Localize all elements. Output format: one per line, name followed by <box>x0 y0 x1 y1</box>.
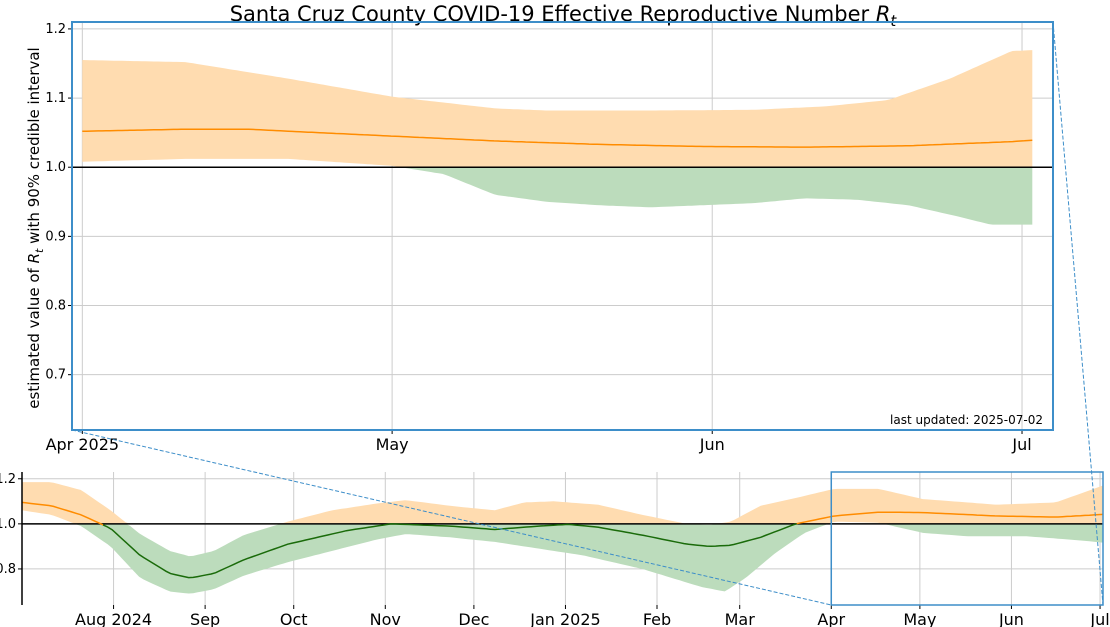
y-label-symbol: R <box>25 253 43 263</box>
main-y-axis-label: estimated value of Rt with 90% credible … <box>25 47 46 408</box>
last-updated-annotation: last updated: 2025-07-02 <box>890 413 1043 427</box>
median-line <box>82 128 1033 148</box>
x-tick-label: Jan 2025 <box>529 610 600 627</box>
y-tick-label: 1.0 <box>0 517 16 532</box>
credible-band-below-one <box>22 523 1103 594</box>
y-tick-label: 0.8 <box>0 562 16 577</box>
y-tick-label: 1.0 <box>45 160 66 175</box>
x-tick-label: May <box>903 610 936 627</box>
x-tick-label: Dec <box>458 610 489 627</box>
y-label-prefix: estimated value of <box>25 263 43 408</box>
zoom-window-rect <box>830 471 1104 606</box>
zoom-connector-right <box>1052 21 1104 606</box>
x-tick-label: Apr <box>817 610 845 627</box>
y-tick-label: 0.7 <box>45 368 66 383</box>
median-line <box>22 501 104 526</box>
median-line <box>796 511 1103 525</box>
chart-title: Santa Cruz County COVID-19 Effective Rep… <box>230 2 898 30</box>
main-plot-panel: 0.7 0.8 0.9 1.0 1.1 1.2 Apr 2025 May Jun Jul <box>45 21 1054 454</box>
x-tick-label: Sep <box>190 610 220 627</box>
zoom-connector-left <box>71 429 832 606</box>
credible-band-below-one <box>82 167 1033 225</box>
y-tick-label: 1.2 <box>45 22 66 37</box>
x-tick-label: Feb <box>643 610 671 627</box>
y-tick-label: 0.9 <box>45 229 66 244</box>
y-label-suffix: with 90% credible interval <box>25 47 43 248</box>
x-tick-label: May <box>376 435 409 454</box>
y-label-subscript: t <box>33 248 46 253</box>
median-line <box>102 522 797 579</box>
x-tick-label: Jul <box>1011 435 1031 454</box>
x-tick-label: Jun <box>699 435 725 454</box>
chart-title-symbol: R <box>876 2 891 26</box>
x-tick-label: Jul <box>1089 610 1109 627</box>
credible-band-above-one <box>22 482 1103 524</box>
credible-band-above-one <box>82 50 1033 168</box>
main-axes-frame <box>71 21 1054 431</box>
y-tick-label: 0.8 <box>45 299 66 314</box>
x-tick-label: Aug 2024 <box>75 610 152 627</box>
x-tick-label: Apr 2025 <box>46 435 119 454</box>
x-tick-label: Mar <box>725 610 756 627</box>
overview-plot-panel: 0.8 1.0 1.2 Aug 2024 Sep Oct Nov Dec Jan 2025 Feb… <box>0 472 1110 627</box>
y-tick-label: 1.2 <box>0 472 16 487</box>
zoom-connector-lines <box>71 21 1104 606</box>
x-tick-label: Nov <box>370 610 401 627</box>
x-tick-label: Oct <box>280 610 308 627</box>
x-tick-label: Jun <box>998 610 1024 627</box>
y-tick-label: 1.1 <box>45 91 66 106</box>
